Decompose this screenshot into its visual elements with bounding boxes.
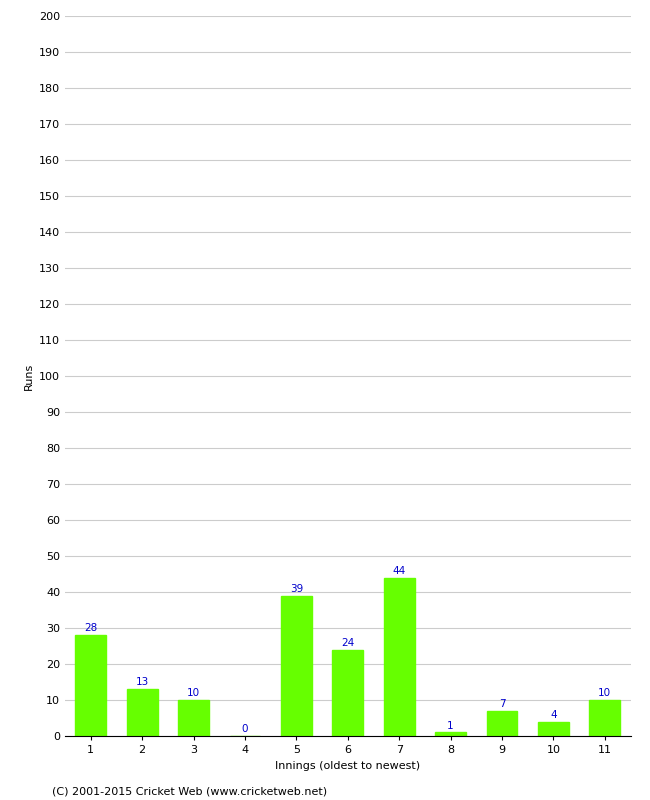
Text: 10: 10 [187,688,200,698]
X-axis label: Innings (oldest to newest): Innings (oldest to newest) [275,761,421,770]
Bar [435,733,466,736]
Bar [281,595,312,736]
Text: 39: 39 [290,584,303,594]
Bar [75,635,106,736]
Text: (C) 2001-2015 Cricket Web (www.cricketweb.net): (C) 2001-2015 Cricket Web (www.cricketwe… [52,786,327,796]
Text: 4: 4 [550,710,556,720]
Text: 1: 1 [447,721,454,730]
Bar [538,722,569,736]
Bar [332,650,363,736]
Text: 44: 44 [393,566,406,576]
Bar [127,690,157,736]
Text: 13: 13 [135,678,149,687]
Bar [487,711,517,736]
Text: 10: 10 [598,688,612,698]
Text: 24: 24 [341,638,354,648]
Bar [178,700,209,736]
Bar [384,578,415,736]
Bar [590,700,620,736]
Text: 0: 0 [242,724,248,734]
Text: 7: 7 [499,699,505,709]
Y-axis label: Runs: Runs [23,362,33,390]
Text: 28: 28 [84,623,98,634]
